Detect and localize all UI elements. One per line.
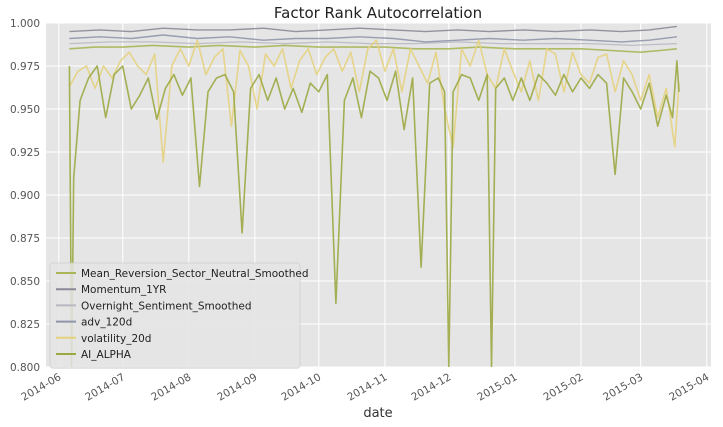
y-axis-ticks: 0.800 0.825 0.850 0.875 0.900 0.925 0.950 0.975… — [10, 18, 40, 374]
legend-entry-label: Overnight_Sentiment_Smoothed — [81, 300, 252, 312]
x-tick-label: 2015-04 — [667, 371, 711, 403]
series-line-overnight-sentiment-smoothed — [69, 41, 677, 47]
legend-entry-label: adv_120d — [81, 317, 132, 329]
x-tick-label: 2014-10 — [279, 371, 323, 403]
x-tick-label: 2014-07 — [83, 371, 127, 403]
x-tick-label: 2014-09 — [215, 371, 259, 403]
legend-entry-label: Momentum_1YR — [81, 284, 166, 296]
x-tick-label: 2014-12 — [409, 371, 453, 403]
x-tick-label: 2015-02 — [541, 371, 585, 403]
series-line-mean-reversion-sector-neutral-smoothed — [69, 44, 677, 54]
x-tick-label: 2014-06 — [19, 371, 63, 403]
series-line-adv-120d — [69, 34, 677, 43]
y-tick-label: 0.900 — [10, 190, 40, 202]
series-line-volatility-20d — [68, 39, 680, 164]
y-tick-label: 0.950 — [10, 104, 40, 116]
y-tick-label: 1.000 — [10, 18, 40, 30]
legend-box — [49, 262, 301, 369]
y-tick-label: 0.850 — [10, 276, 40, 288]
x-tick-label: 2014-11 — [345, 371, 389, 403]
legend-entry-label: volatility_20d — [81, 333, 151, 345]
chart-title: Factor Rank Autocorrelation — [274, 4, 482, 22]
series-line-ai-alpha — [68, 59, 680, 367]
y-tick-label: 0.825 — [10, 319, 40, 331]
series-line-momentum-1yr — [69, 25, 677, 33]
x-tick-label: 2015-01 — [475, 371, 519, 403]
series-layer — [68, 25, 680, 367]
y-tick-label: 0.975 — [10, 61, 40, 73]
legend-entry-label: AI_ALPHA — [81, 349, 132, 361]
x-axis-ticks: 2014-06 2014-07 2014-08 2014-09 2014-10 2014-… — [19, 371, 711, 403]
y-tick-label: 0.875 — [10, 233, 40, 245]
x-tick-label: 2014-08 — [149, 371, 193, 403]
y-tick-label: 0.800 — [10, 362, 40, 374]
x-axis-title: date — [363, 406, 392, 421]
x-tick-label: 2015-03 — [601, 371, 645, 403]
legend-entry-label: Mean_Reversion_Sector_Neutral_Smoothed — [81, 268, 309, 280]
legend: Mean_Reversion_Sector_Neutral_Smoothed Mo… — [49, 262, 309, 369]
y-tick-label: 0.925 — [10, 147, 40, 159]
